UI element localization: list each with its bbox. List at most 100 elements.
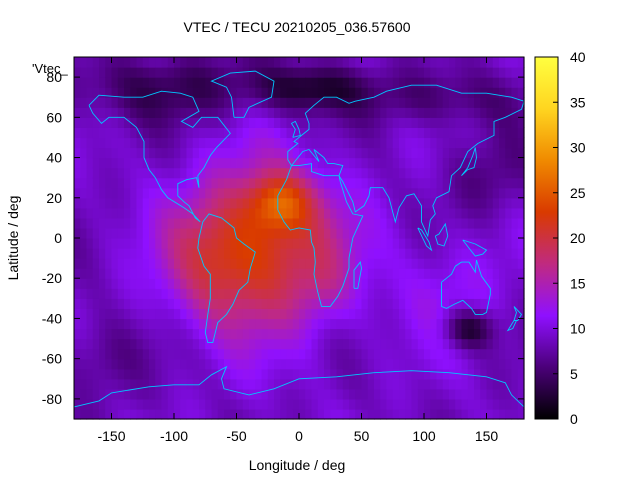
heatmap-cell — [324, 388, 331, 400]
heatmap-cell — [174, 278, 181, 289]
heatmap-cell — [205, 328, 213, 340]
heatmap-cell — [205, 67, 213, 78]
heatmap-cell — [199, 227, 206, 239]
heatmap-cell — [399, 358, 406, 370]
coastline-antarctica — [73, 365, 525, 408]
heatmap-cell — [442, 368, 450, 380]
heatmap-cell — [180, 408, 188, 420]
heatmap-cell — [411, 157, 419, 169]
heatmap-cell — [192, 378, 200, 390]
heatmap-cell — [217, 97, 225, 108]
heatmap-cell — [211, 358, 219, 370]
heatmap-cell — [517, 238, 525, 249]
heatmap-cell — [374, 77, 381, 88]
heatmap-cell — [349, 408, 356, 420]
heatmap-cell — [386, 398, 394, 410]
heatmap-cell — [374, 298, 381, 309]
heatmap-cell — [492, 67, 500, 78]
heatmap-cell — [217, 207, 225, 219]
heatmap-cell — [311, 278, 319, 289]
heatmap-cell — [186, 308, 194, 320]
heatmap-cell — [242, 288, 250, 299]
heatmap-cell — [217, 157, 225, 169]
heatmap-cell — [142, 77, 150, 88]
heatmap-cell — [186, 378, 194, 390]
heatmap-cell — [192, 157, 200, 169]
heatmap-cell — [274, 177, 281, 189]
heatmap-cell — [117, 248, 125, 259]
heatmap-cell — [224, 77, 231, 88]
heatmap-cell — [205, 57, 213, 68]
heatmap-cell — [274, 187, 281, 199]
heatmap-cell — [349, 378, 356, 390]
heatmap-cell — [74, 268, 81, 279]
heatmap-cell — [486, 408, 494, 420]
heatmap-cell — [99, 358, 106, 370]
heatmap-cell — [274, 318, 281, 330]
heatmap-cell — [367, 288, 375, 299]
heatmap-cell — [111, 338, 119, 350]
heatmap-cell — [336, 67, 344, 78]
heatmap-cell — [124, 167, 131, 179]
heatmap-cell — [130, 308, 138, 320]
heatmap-cell — [142, 258, 150, 269]
heatmap-cell — [299, 258, 306, 269]
heatmap-cell — [330, 318, 338, 330]
heatmap-cell — [424, 398, 431, 410]
heatmap-cell — [211, 268, 219, 279]
heatmap-cell — [155, 207, 163, 219]
heatmap-cell — [117, 258, 125, 269]
heatmap-cell — [430, 318, 438, 330]
coastline-north-america — [88, 90, 231, 223]
heatmap-cell — [499, 348, 506, 360]
heatmap-cell — [349, 268, 356, 279]
y-tick-label: 60 — [46, 109, 62, 125]
heatmap-cell — [311, 238, 319, 249]
heatmap-cell — [480, 388, 488, 400]
heatmap-cell — [180, 167, 188, 179]
heatmap-cell — [386, 298, 394, 309]
heatmap-cell — [105, 147, 113, 159]
heatmap-cell — [211, 258, 219, 269]
heatmap-cell — [505, 398, 513, 410]
heatmap-cell — [461, 137, 469, 149]
heatmap-cell — [142, 238, 150, 249]
heatmap-cell — [92, 388, 100, 400]
heatmap-cell — [442, 137, 450, 149]
heatmap-cell — [424, 258, 431, 269]
heatmap-cell — [486, 238, 494, 249]
coastline-britain — [290, 120, 301, 138]
heatmap-cell — [324, 378, 331, 390]
heatmap-cell — [274, 147, 281, 159]
heatmap-cell — [374, 348, 381, 360]
heatmap-cell — [186, 338, 194, 350]
heatmap-cell — [492, 318, 500, 330]
heatmap-cell — [249, 97, 256, 108]
heatmap-cell — [417, 217, 425, 229]
heatmap-cell — [155, 308, 163, 320]
heatmap-cell — [105, 288, 113, 299]
heatmap-cell — [174, 147, 181, 159]
heatmap-cell — [392, 248, 400, 259]
heatmap-cell — [217, 408, 225, 420]
heatmap-cell — [430, 408, 438, 420]
heatmap-cell — [230, 338, 238, 350]
heatmap-cell — [355, 157, 363, 169]
heatmap-cell — [461, 147, 469, 159]
heatmap-cell — [117, 328, 125, 340]
heatmap-cell — [280, 238, 288, 249]
heatmap-cell — [411, 278, 419, 289]
heatmap-cell — [192, 258, 200, 269]
heatmap-cell — [292, 388, 300, 400]
heatmap-cell — [230, 187, 238, 199]
heatmap-cell — [117, 197, 125, 209]
heatmap-cell — [311, 227, 319, 239]
heatmap-cell — [267, 197, 275, 209]
colorbar-tick-label: 30 — [570, 140, 586, 156]
heatmap-cell — [474, 207, 481, 219]
heatmap-cell — [442, 97, 450, 108]
heatmap-cell — [405, 358, 413, 370]
heatmap-cell — [480, 358, 488, 370]
heatmap-cell — [242, 117, 250, 128]
heatmap-cell — [430, 157, 438, 169]
